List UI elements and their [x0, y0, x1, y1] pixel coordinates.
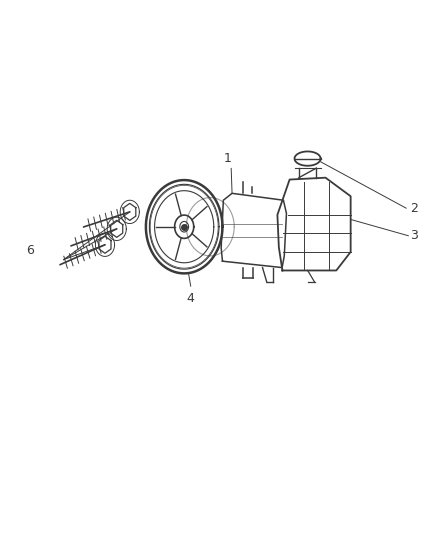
Text: 2: 2	[410, 201, 418, 215]
Text: 6: 6	[26, 244, 34, 257]
Text: 4: 4	[187, 292, 194, 305]
Text: 1: 1	[224, 152, 232, 165]
Text: 3: 3	[410, 229, 418, 242]
